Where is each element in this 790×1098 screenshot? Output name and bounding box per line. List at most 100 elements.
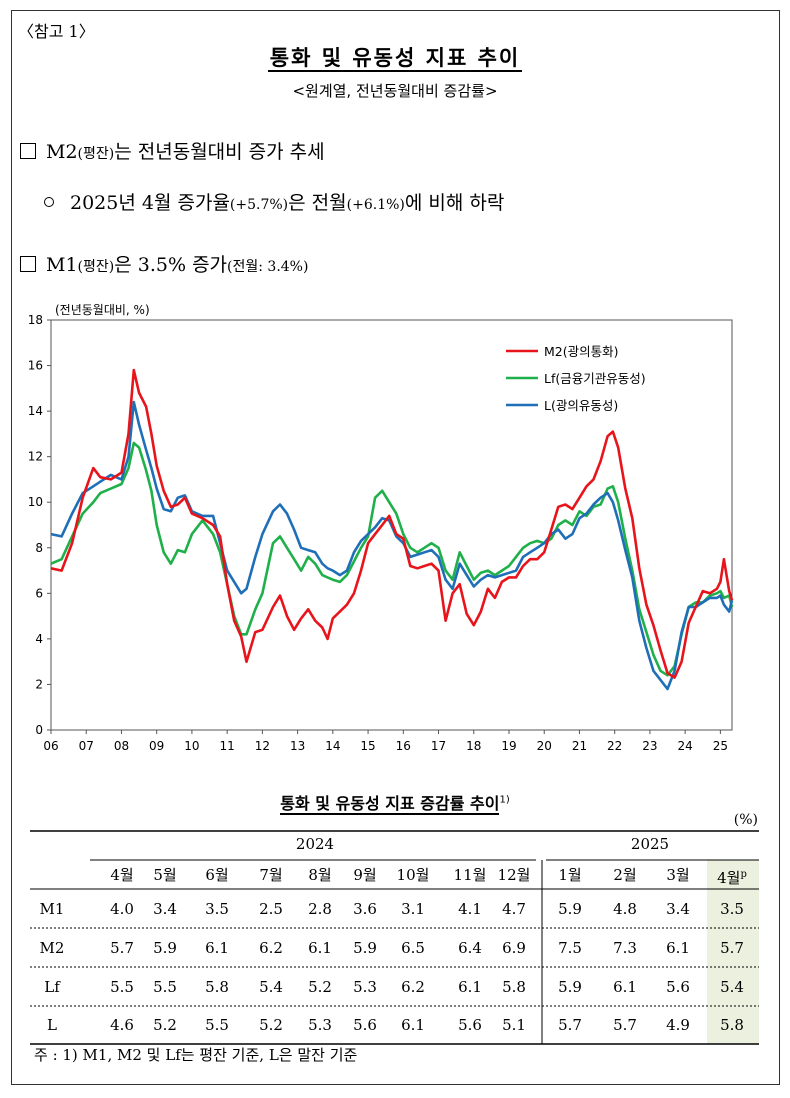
table-cell: 5.4 <box>259 978 283 996</box>
table-cell: 6.1 <box>458 978 482 996</box>
month-header: 12월 <box>497 866 531 884</box>
bullet-april-growth: 2025년 4월 증가율(+5.7%)은 전월(+6.1%)에 비해 하락 <box>44 188 504 215</box>
month-header: 5월 <box>153 866 177 884</box>
x-tick-label: 08 <box>114 739 129 753</box>
chart-legend: M2(광의통화) Lf(금융기관유동성) L(광의유동성) <box>506 344 646 413</box>
table-cell: 2.5 <box>259 900 283 918</box>
square-bullet-icon <box>20 143 36 159</box>
x-tick-label: 20 <box>537 739 552 753</box>
x-tick-label: 17 <box>431 739 446 753</box>
table-cell: 5.7 <box>613 1016 637 1034</box>
month-header: 9월 <box>353 866 377 884</box>
footnote: 주 : 1) M1, M2 및 Lf는 평잔 기준, L은 말잔 기준 <box>34 1046 358 1064</box>
x-tick-label: 14 <box>325 739 340 753</box>
x-tick-label: 24 <box>678 739 693 753</box>
table-cell: 5.5 <box>110 978 134 996</box>
page-title: 통화 및 유동성 지표 추이 <box>267 46 523 72</box>
table-cell: 6.1 <box>666 939 690 957</box>
table-cell: 5.9 <box>353 939 377 957</box>
table-cell: 6.2 <box>259 939 283 957</box>
x-tick-label: 10 <box>184 739 199 753</box>
table-cell: 5.7 <box>558 1016 582 1034</box>
table-cell: 5.9 <box>558 900 582 918</box>
table-cell: 5.6 <box>353 1016 377 1034</box>
table-title: 통화 및 유동성 지표 증감률 추이1) <box>280 794 510 815</box>
y-tick-label: 6 <box>35 586 43 600</box>
table-cell: 6.1 <box>613 978 637 996</box>
table-cell: 5.6 <box>666 978 690 996</box>
x-tick-label: 11 <box>220 739 235 753</box>
x-tick-label: 21 <box>572 739 587 753</box>
table-grid <box>30 830 759 1045</box>
year-header-2024: 2024 <box>295 835 335 853</box>
table-unit: (%) <box>733 812 758 828</box>
table-cell: 5.9 <box>558 978 582 996</box>
y-tick-label: 16 <box>28 359 43 373</box>
page-frame <box>11 10 780 1085</box>
table-cell: 4.9 <box>666 1016 690 1034</box>
table-cell: 5.6 <box>458 1016 482 1034</box>
month-header: 6월 <box>205 866 229 884</box>
x-tick-label: 18 <box>466 739 481 753</box>
square-bullet-icon <box>20 256 36 272</box>
y-tick-label: 10 <box>28 495 43 509</box>
table-cell: 6.9 <box>502 939 526 957</box>
table-cell: 6.4 <box>458 939 482 957</box>
table-cell: 6.1 <box>401 1016 425 1034</box>
row-label: L <box>47 1016 57 1034</box>
table-cell: 5.8 <box>205 978 229 996</box>
month-header: 4월p <box>717 869 747 887</box>
table-cell: 7.5 <box>558 939 582 957</box>
series-line-l <box>50 400 734 691</box>
x-tick-label: 15 <box>360 739 375 753</box>
x-tick-label: 09 <box>149 739 164 753</box>
x-tick-label: 22 <box>607 739 622 753</box>
x-tick-label: 16 <box>396 739 411 753</box>
reference-label: 〈참고 1〉 <box>18 22 95 41</box>
table-cell: 3.4 <box>666 900 690 918</box>
x-tick-label: 06 <box>43 739 58 753</box>
x-tick-label: 25 <box>713 739 728 753</box>
year-header-2025: 2025 <box>630 835 670 853</box>
series-line-m2 <box>50 368 734 679</box>
y-tick-label: 0 <box>35 723 43 737</box>
row-label: M2 <box>39 939 65 957</box>
month-header: 2월 <box>613 866 637 884</box>
table-cell: 4.6 <box>110 1016 134 1034</box>
table-cell: 5.7 <box>720 939 744 957</box>
table-cell: 4.7 <box>502 900 526 918</box>
table-cell: 4.1 <box>458 900 482 918</box>
y-tick-label: 2 <box>35 677 43 691</box>
table-cell: 3.6 <box>353 900 377 918</box>
month-header: 4월 <box>110 866 134 884</box>
x-tick-label: 23 <box>642 739 657 753</box>
table-cell: 7.3 <box>613 939 637 957</box>
x-tick-label: 12 <box>255 739 270 753</box>
table-cell: 6.2 <box>401 978 425 996</box>
y-tick-label: 8 <box>35 541 43 555</box>
table-cell: 3.5 <box>720 900 744 918</box>
page-subtitle: <원계열, 전년동월대비 증감률> <box>292 82 498 100</box>
table-cell: 3.5 <box>205 900 229 918</box>
table-cell: 5.7 <box>110 939 134 957</box>
legend-label: L(광의유동성) <box>544 398 618 413</box>
table-cell: 5.8 <box>502 978 526 996</box>
bullet-m2-trend: M2(평잔)는 전년동월대비 증가 추세 <box>20 137 325 164</box>
table-cell: 4.8 <box>613 900 637 918</box>
table-cell: 2.8 <box>308 900 332 918</box>
row-label: M1 <box>39 900 65 918</box>
y-tick-label: 4 <box>35 632 43 646</box>
table-cell: 5.3 <box>308 1016 332 1034</box>
legend-label: M2(광의통화) <box>544 344 619 359</box>
highlight-column <box>707 860 759 1044</box>
month-header: 7월 <box>259 866 283 884</box>
month-header: 8월 <box>308 866 332 884</box>
month-header: 10월 <box>396 866 430 884</box>
circle-bullet-icon <box>44 197 54 207</box>
month-header: 3월 <box>666 866 690 884</box>
table-cell: 5.1 <box>502 1016 526 1034</box>
table-cell: 5.2 <box>259 1016 283 1034</box>
table-cell: 5.8 <box>720 1016 744 1034</box>
month-header: 1월 <box>558 866 582 884</box>
